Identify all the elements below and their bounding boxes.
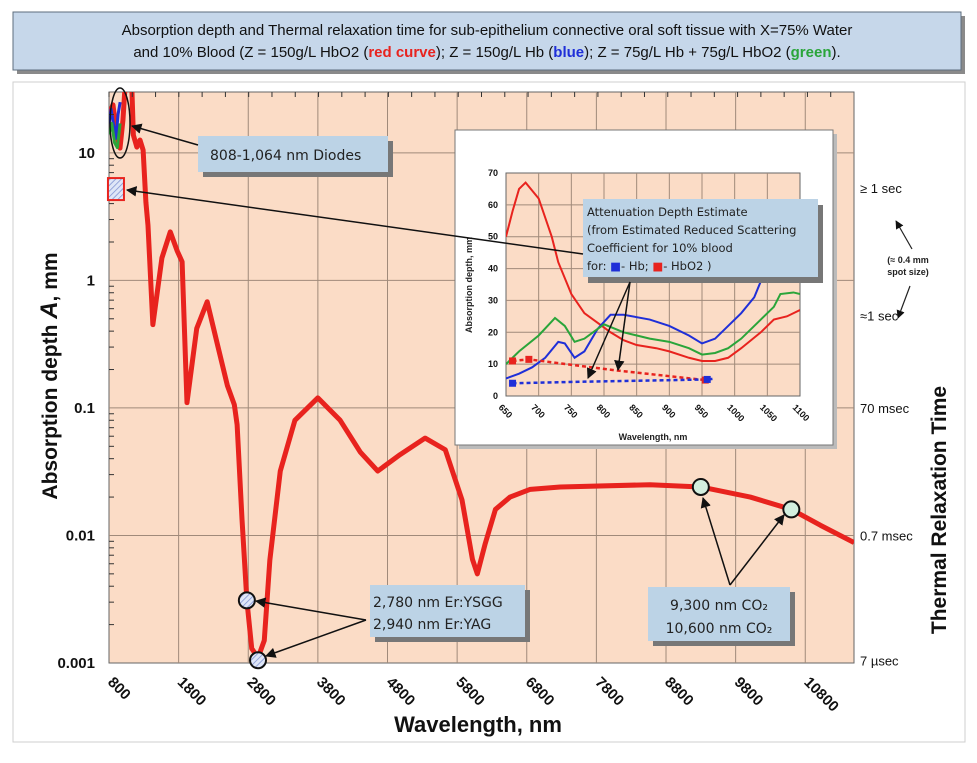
inset-y-tick-label: 70 [488,168,498,178]
x-tick-label: 8800 [661,674,697,710]
spot-size-note: spot size) [887,267,929,277]
right-tick-label: 70 msec [860,401,910,416]
x-tick-label: 800 [104,674,134,704]
data-marker [249,651,267,670]
attenuation-arrow [614,281,631,372]
x-tick-label: 7800 [592,674,628,710]
title-box [12,11,962,71]
y-tick-label: 1 [87,272,95,289]
inset-data-marker [703,375,711,383]
x-axis-title: Wavelength, nm [394,712,562,737]
inset-data-marker [509,379,517,387]
inset-y-tick-label: 40 [488,264,498,274]
inset-y-tick-label: 0 [493,391,498,401]
y-tick-label: 0.001 [57,655,95,672]
x-tick-label: 10800 [800,674,842,716]
title-part: and 10% Blood (Z = 150g/L HbO2 ( [133,44,368,61]
arrow-up-icon [895,220,913,250]
right-tick-label: 0.7 msec [860,528,913,543]
inset-series-line [506,181,800,362]
red-square-icon: ■ [652,259,663,273]
title-part: ); Z = 150g/L Hb ( [436,44,553,61]
er-label: 2,940 nm Er:YAG [373,617,491,633]
er-arrow [265,619,367,658]
y-axis-title-part: Absorption depth [39,319,62,500]
x-tick-label: 2800 [243,674,279,710]
er-box [370,585,525,637]
chart-title-line1: Absorption depth and Thermal relaxation … [122,22,853,39]
attenuation-line: Attenuation Depth Estimate [587,205,748,219]
y-tick-label: 0.1 [74,400,95,417]
inset-y-tick-label: 50 [488,232,498,242]
attenuation-part: - HbO2 ) [663,259,711,273]
x-tick-label: 6800 [522,674,558,710]
x-tick-label: 4800 [383,674,419,710]
co2-label: 9,300 nm CO₂ [670,598,768,614]
attenuation-box [583,199,818,277]
attenuation-arrow [125,186,584,255]
x-tick-label: 3800 [313,674,349,710]
title-part: ). [832,44,841,61]
diodes-arrow [130,123,199,146]
blue-square-icon: ■ [610,259,621,273]
inset-series-line [506,291,800,365]
co2-arrow [700,496,731,586]
co2-arrow [729,514,785,586]
diode-region-ellipse [109,87,131,159]
right-tick-label: 7 µsec [860,653,899,668]
y-axis-title-part: , mm [39,252,62,301]
attenuation-part: - Hb; [621,259,652,273]
x-tick-label: 5800 [452,674,488,710]
x-tick-label: 9800 [731,674,767,710]
attenuation-line: Coefficient for 10% blood [587,241,733,255]
title-blue-word: blue [553,44,584,61]
inset-series-line [512,377,716,385]
title-part: ); Z = 75g/L Hb + 75g/L HbO2 ( [584,44,791,61]
title-green-word: green [791,44,832,61]
attenuation-part: for: [587,259,610,273]
series-line [109,121,122,150]
attenuation-arrow [586,281,631,379]
data-marker [106,177,125,202]
inset-data-marker [525,355,533,363]
inset-y-tick-label: 30 [488,295,498,305]
y-axis-title-symbol: A [36,301,63,319]
inset-y-tick-label: 20 [488,327,498,337]
diodes-box [198,136,388,172]
inset-y-tick-label: 60 [488,200,498,210]
x-tick-label: 1800 [174,674,210,710]
er-label: 2,780 nm Er:YSGG [373,595,503,611]
co2-box [648,587,790,641]
inset-x-axis-title: Wavelength, nm [619,432,688,442]
data-marker [237,591,256,610]
attenuation-line: for: ■- Hb; ■- HbO2 ) [587,259,711,273]
inset-series-line [506,265,769,380]
right-tick-label: ≥ 1 sec [860,181,902,196]
data-marker [691,477,710,496]
y-axis-title: Absorption depth A, mm [36,252,63,499]
data-marker [782,500,801,519]
right-tick-label: ≈1 sec [860,309,899,324]
y-tick-label: 0.01 [66,527,95,544]
inset-data-marker [509,357,517,365]
diodes-label: 808-1,064 nm Diodes [210,148,361,164]
er-arrow [254,597,367,621]
inset-y-tick-label: 10 [488,359,498,369]
inset-y-axis-title: Absorption depth, mm [464,237,474,333]
right-axis-title: Thermal Relaxation Time [928,386,951,634]
co2-label: 10,600 nm CO₂ [666,621,773,637]
inset-series-line [512,358,706,382]
arrow-down-icon [896,285,911,319]
y-tick-label: 10 [78,145,95,162]
chart-title-line2: and 10% Blood (Z = 150g/L HbO2 (red curv… [133,44,840,61]
spot-size-note: (≈ 0.4 mm [887,255,928,265]
attenuation-line: (from Estimated Reduced Scattering [587,223,796,237]
chart-frame [12,81,966,743]
title-red-word: red curve [368,44,436,61]
